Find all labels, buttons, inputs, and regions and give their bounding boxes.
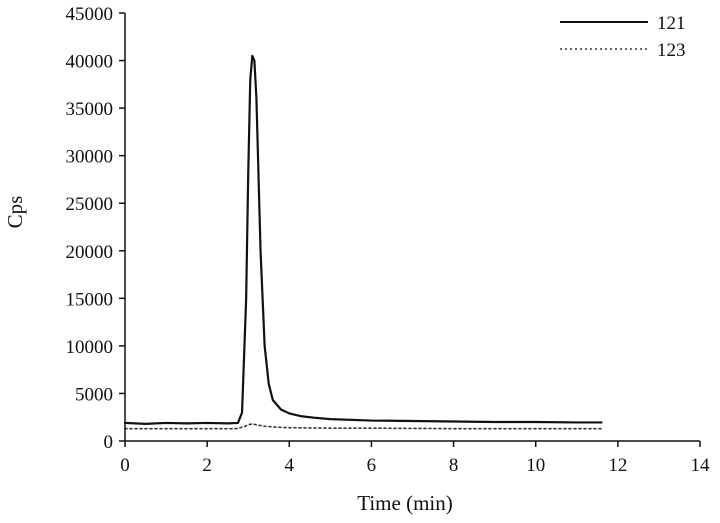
x-tick-label: 10: [526, 455, 545, 476]
x-tick-label: 6: [367, 455, 377, 476]
legend-label-123: 123: [657, 40, 686, 61]
x-tick-label: 12: [608, 455, 627, 476]
y-tick-label: 15000: [66, 289, 114, 310]
series-line-123: [124, 423, 603, 430]
y-tick-label: 10000: [66, 337, 114, 358]
y-tick-label: 5000: [75, 384, 113, 405]
x-tick-label: 0: [120, 455, 130, 476]
axes-layer: 0 5000 10000 15000 20000 25000 30000 35000 40000…: [66, 4, 711, 476]
y-axis-title: Cps: [3, 196, 27, 229]
series-layer: [123, 54, 603, 430]
x-tick-label: 8: [449, 455, 459, 476]
y-tick-label: 0: [104, 432, 114, 453]
y-tick-label: 30000: [66, 147, 114, 168]
y-tick-label: 25000: [66, 194, 114, 215]
y-tick-label: 35000: [66, 99, 114, 120]
x-tick-label: 4: [285, 455, 295, 476]
legend-label-121: 121: [657, 13, 686, 34]
y-tick-label: 40000: [66, 52, 114, 73]
x-tick-label: 2: [202, 455, 212, 476]
y-tick-label: 45000: [66, 4, 114, 25]
x-tick-label: 14: [691, 455, 711, 476]
y-tick-label: 20000: [66, 242, 114, 263]
series-line-121: [123, 54, 603, 425]
x-axis-title: Time (min): [357, 491, 452, 515]
